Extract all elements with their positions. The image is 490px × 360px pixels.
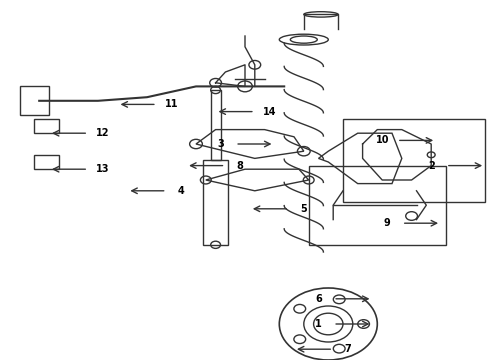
Bar xyxy=(343,119,485,202)
Text: 2: 2 xyxy=(428,161,435,171)
Text: 10: 10 xyxy=(375,135,389,145)
Text: 6: 6 xyxy=(315,294,322,304)
Bar xyxy=(211,90,220,160)
Text: 13: 13 xyxy=(96,164,110,174)
Text: 14: 14 xyxy=(263,107,276,117)
Bar xyxy=(20,86,49,115)
Bar xyxy=(309,166,446,245)
Text: 11: 11 xyxy=(165,99,178,109)
Text: 7: 7 xyxy=(344,344,351,354)
Bar xyxy=(34,119,59,133)
Bar xyxy=(203,160,228,245)
Text: 9: 9 xyxy=(384,218,391,228)
Text: 5: 5 xyxy=(300,204,307,214)
Text: 3: 3 xyxy=(217,139,224,149)
Text: 12: 12 xyxy=(96,128,110,138)
Text: 4: 4 xyxy=(178,186,185,196)
Text: 1: 1 xyxy=(315,319,322,329)
Text: 8: 8 xyxy=(237,161,244,171)
Bar xyxy=(34,155,59,169)
